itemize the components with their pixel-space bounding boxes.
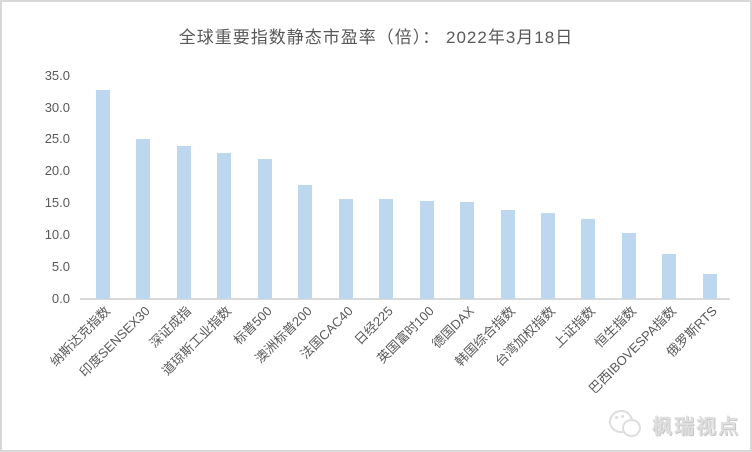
- bar-16: [702, 274, 717, 299]
- bar-15: [662, 254, 677, 299]
- bar-11: [500, 209, 515, 299]
- x-axis-line: [80, 298, 730, 300]
- bubble-eye-right: [621, 415, 624, 418]
- y-tick-label: 35.0: [44, 67, 70, 83]
- y-tick-label: 25.0: [44, 131, 70, 147]
- bar-12: [540, 212, 555, 299]
- bar-8: [379, 199, 394, 299]
- y-tick-label: 0.0: [51, 291, 70, 306]
- bubble-small: [622, 419, 641, 437]
- bar-5: [257, 158, 272, 299]
- watermark-text: 枫瑞视点: [652, 415, 740, 438]
- y-tick-label: 20.0: [44, 163, 70, 179]
- bar-7: [338, 198, 353, 299]
- bar-2: [136, 138, 151, 299]
- watermark: 枫瑞视点: [606, 407, 740, 440]
- bar-14: [621, 233, 636, 299]
- bubble-eye-left: [615, 416, 618, 419]
- y-tick-label: 10.0: [44, 227, 70, 243]
- bar-1: [96, 90, 110, 299]
- bar-9: [419, 201, 434, 299]
- chart-title: 全球重要指数静态市盈率（倍）： 2022年3月18日: [178, 28, 574, 47]
- bar-3: [176, 145, 191, 299]
- y-tick-label: 15.0: [44, 195, 70, 211]
- y-tick-label: 30.0: [44, 99, 70, 115]
- bar-4: [217, 153, 232, 299]
- bar-6: [298, 185, 313, 299]
- y-tick-label: 5.0: [51, 259, 70, 275]
- chat-bubbles-icon: [606, 407, 645, 440]
- bar-10: [460, 201, 475, 299]
- bar-13: [581, 218, 596, 299]
